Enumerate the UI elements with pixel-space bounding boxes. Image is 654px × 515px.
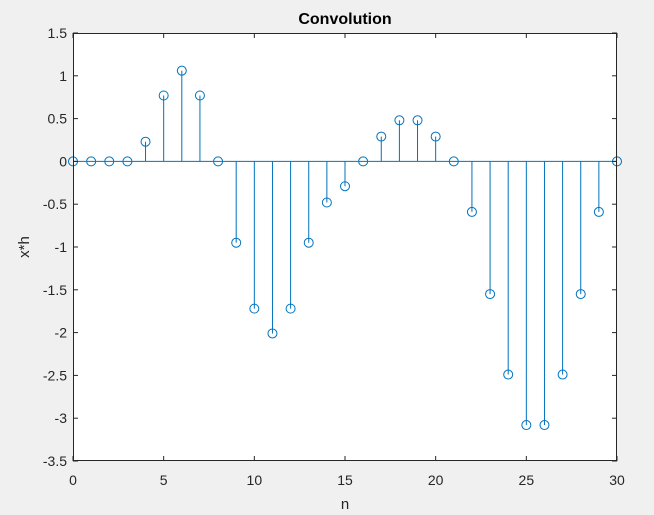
- stem-marker: [340, 181, 350, 192]
- tick-marks: [72, 32, 618, 462]
- x-axis-label: n: [341, 496, 349, 513]
- x-tick-label: 0: [69, 472, 77, 488]
- stem-marker: [231, 237, 242, 248]
- y-tick-label: -2.5: [43, 367, 67, 383]
- x-tick-label: 10: [247, 472, 263, 488]
- stem-marker: [539, 420, 550, 431]
- stem-marker: [376, 131, 387, 142]
- stem-marker: [249, 303, 260, 314]
- x-tick-label: 20: [428, 472, 444, 488]
- x-tick-labels: 0 5 10 15 20 25 30: [69, 472, 625, 488]
- y-tick-label: 1.5: [48, 25, 68, 41]
- stem-marker: [176, 65, 187, 76]
- x-tick-label: 5: [160, 472, 168, 488]
- x-tick-label: 25: [519, 472, 535, 488]
- x-tick-label: 30: [609, 472, 625, 488]
- stem-marker: [593, 206, 604, 217]
- stem-marker: [521, 420, 532, 431]
- stem-marker: [485, 289, 496, 300]
- y-tick-label: -3.5: [43, 453, 67, 469]
- y-tick-label: 0.5: [48, 111, 68, 127]
- stem-marker: [321, 197, 332, 208]
- stem-marker: [303, 237, 314, 248]
- y-tick-label: 0: [59, 153, 67, 169]
- chart-title: Convolution: [298, 11, 391, 28]
- x-tick-label: 15: [337, 472, 353, 488]
- y-tick-labels: 1.5 1 0.5 0 -0.5 -1 -1.5 -2 -2.5 -3 -3.5: [43, 25, 67, 469]
- stem-marker: [503, 369, 514, 380]
- stem-marker: [394, 115, 405, 126]
- y-tick-label: -3: [55, 410, 68, 426]
- y-axis-label: x*h: [16, 236, 33, 258]
- stem-marker: [140, 136, 151, 147]
- y-tick-label: -0.5: [43, 196, 67, 212]
- stem-marker: [267, 328, 278, 339]
- stem-marker: [285, 303, 296, 314]
- stem-series: [68, 65, 622, 431]
- axes-background: [73, 33, 617, 461]
- stem-marker: [158, 90, 169, 101]
- y-tick-label: -1.5: [43, 282, 67, 298]
- stem-marker: [466, 206, 477, 217]
- stem-marker: [412, 115, 423, 126]
- stem-marker: [430, 131, 441, 142]
- y-tick-label: 1: [59, 68, 67, 84]
- stem-marker: [557, 369, 568, 380]
- stem-marker: [194, 90, 205, 101]
- stem-marker: [575, 289, 586, 300]
- y-tick-label: -1: [55, 239, 68, 255]
- y-tick-label: -2: [55, 325, 68, 341]
